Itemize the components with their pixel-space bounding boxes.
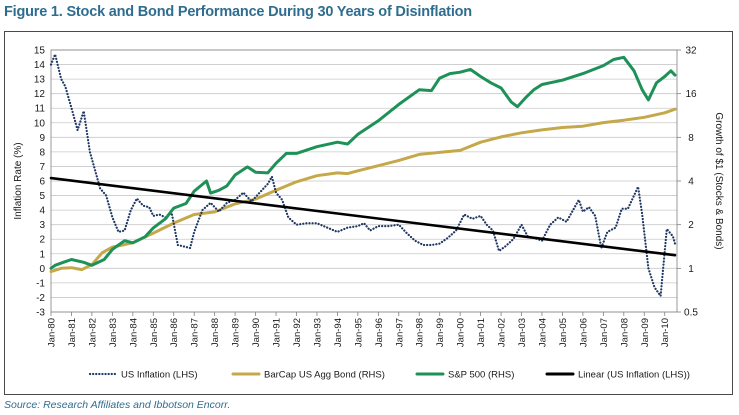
y-tick-label: -2 [36, 293, 45, 304]
y2-tick-label: 32 [685, 46, 697, 57]
y-tick-label: 2 [39, 235, 45, 246]
legend-label: US Inflation (LHS) [121, 370, 198, 381]
x-tick-label: Jan-92 [292, 318, 303, 347]
x-tick-label: Jan-81 [67, 318, 78, 347]
x-tick-label: Jan-02 [497, 318, 508, 347]
x-tick-label: Jan-84 [128, 318, 139, 347]
y2-tick-label: 16 [685, 89, 697, 100]
series-us-inflation [49, 53, 677, 298]
x-tick-label: Jan-88 [210, 318, 221, 347]
x-tick-label: Jan-06 [578, 318, 589, 347]
figure-title: Figure 1. Stock and Bond Performance Dur… [4, 4, 472, 20]
x-tick-label: Jan-01 [476, 318, 487, 347]
y-tick-label: 6 [39, 177, 45, 188]
y-tick-label: 14 [34, 60, 46, 71]
y-axis-title-right: Growth of $1 (Stocks & Bonds) [713, 112, 724, 249]
x-tick-label: Jan-83 [108, 318, 119, 347]
x-tick-label: Jan-87 [190, 318, 201, 347]
y-tick-label: 11 [35, 104, 46, 115]
y2-tick-label: 4 [688, 177, 694, 188]
legend: US Inflation (LHS) BarCap US Agg Bond (RH… [88, 370, 690, 381]
x-tick-label: Jan-03 [517, 318, 528, 347]
x-tick-label: Jan-07 [599, 318, 610, 347]
series-layer [49, 53, 677, 298]
x-tick-label: Jan-97 [394, 318, 405, 347]
x-tick-label: Jan-10 [660, 318, 671, 347]
legend-label: BarCap US Agg Bond (RHS) [264, 370, 385, 381]
x-tick-label: Jan-05 [558, 318, 569, 347]
x-tick-label: Jan-98 [415, 318, 426, 347]
y2-tick-label: 0.5 [684, 308, 698, 319]
x-tick-label: Jan-80 [47, 318, 58, 347]
y2-tick-label: 1 [688, 264, 694, 275]
x-tick-label: Jan-94 [333, 318, 344, 347]
x-tick-label: Jan-86 [169, 318, 180, 347]
y-tick-label: 5 [39, 191, 45, 202]
x-tick-label: Jan-00 [456, 318, 467, 347]
y-tick-label: 9 [39, 133, 45, 144]
series-sp500 [49, 55, 677, 270]
y-tick-label: 8 [39, 147, 45, 158]
x-tick-label: Jan-89 [231, 318, 242, 347]
y-tick-label: 15 [34, 46, 46, 57]
x-tick-label: Jan-96 [374, 318, 385, 347]
y-tick-label: 4 [39, 206, 45, 217]
x-tick-label: Jan-08 [619, 318, 630, 347]
legend-label: S&P 500 (RHS) [448, 370, 514, 381]
x-tick-label: Jan-95 [353, 318, 364, 347]
series-linear-trend [49, 176, 677, 257]
y-tick-label: 10 [34, 118, 46, 129]
y-tick-label: 13 [34, 75, 46, 86]
x-tick-label: Jan-93 [312, 318, 323, 347]
x-tick-label: Jan-82 [87, 318, 98, 347]
chart-frame: 15 14 13 12 11 10 9 8 7 6 5 4 3 2 1 0 -1 -2 -3 32 16 8 4 2 1 0.5… [4, 31, 733, 395]
y-tick-label: 1 [39, 249, 45, 260]
y-tick-label: 12 [34, 89, 46, 100]
gridlines [51, 49, 677, 313]
y-tick-label: 0 [39, 264, 45, 275]
y-axis-title-left: Inflation Rate (%) [13, 142, 24, 219]
x-tick-label: Jan-85 [149, 318, 160, 347]
x-tick-label: Jan-99 [435, 318, 446, 347]
y2-tick-label: 8 [688, 133, 694, 144]
x-tick-label: Jan-90 [251, 318, 262, 347]
y-tick-label: -3 [36, 308, 45, 319]
x-tick-label: Jan-04 [537, 318, 548, 347]
y2-tick-label: 2 [688, 220, 694, 231]
x-tick-label: Jan-91 [272, 318, 283, 347]
source-note: Source: Research Affiliates and Ibbotson… [4, 399, 231, 411]
series-barcap-agg-bond [49, 107, 677, 274]
legend-label: Linear (US Inflation (LHS)) [578, 370, 690, 381]
x-axis: Jan-80 Jan-81 Jan-82 Jan-83 Jan-84 Jan-85 Jan-… [47, 312, 671, 347]
y-tick-label: 3 [39, 220, 45, 231]
x-tick-label: Jan-09 [640, 318, 651, 347]
y-tick-label: 7 [39, 162, 45, 173]
y-axis-right: 32 16 8 4 2 1 0.5 [677, 46, 698, 319]
y-tick-label: -1 [36, 278, 45, 289]
